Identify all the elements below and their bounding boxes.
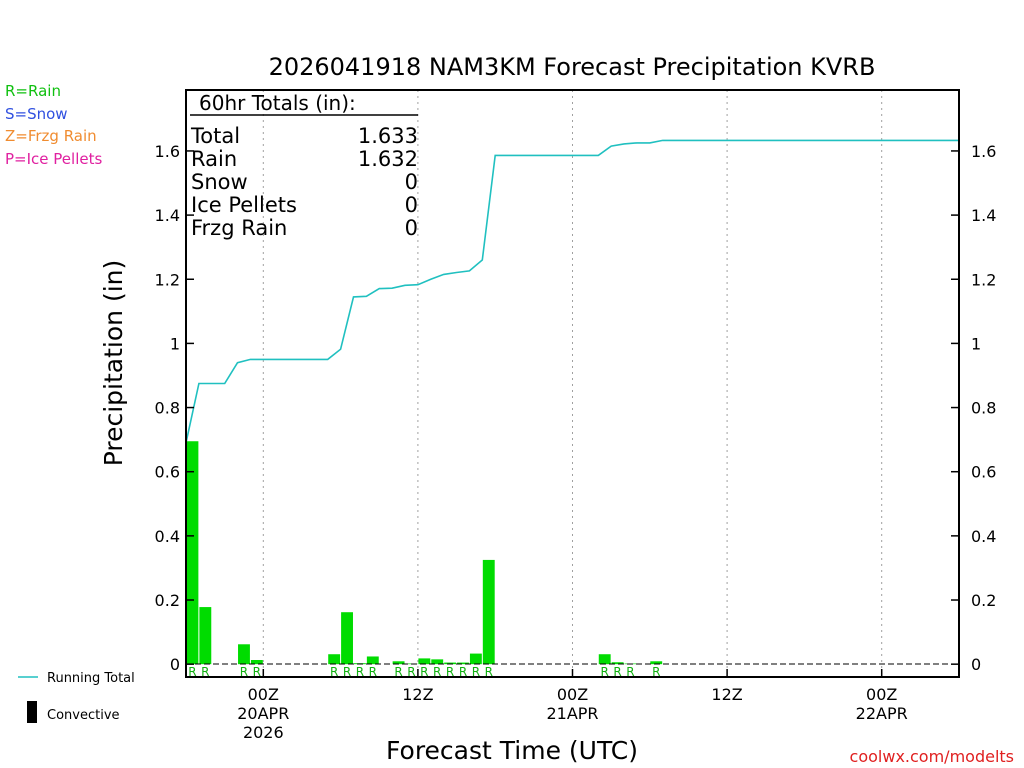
legend-frzg-rain: Z=Frzg Rain bbox=[5, 127, 97, 145]
y-tick-label-left-6: 1.2 bbox=[155, 270, 180, 289]
x-tick-label-2-1: 21APR bbox=[546, 704, 598, 723]
x-axis-label: Forecast Time (UTC) bbox=[386, 736, 638, 765]
legend-ice-pellets: P=Ice Pellets bbox=[5, 150, 102, 168]
y-tick-label-right-6: 1.2 bbox=[971, 270, 996, 289]
precip-type-label-14: R bbox=[472, 665, 480, 679]
y-tick-label-right-5: 1 bbox=[971, 334, 981, 353]
grid-lines bbox=[262, 90, 883, 677]
precip-bar-3 bbox=[250, 659, 263, 665]
y-axis-left: 0 0.2 0.4 0.6 0.8 1 1.2 1.4 1.6 bbox=[155, 142, 194, 674]
precip-type-label-10: R bbox=[420, 665, 428, 679]
type-legend: R=Rain S=Snow Z=Frzg Rain P=Ice Pellets bbox=[5, 82, 102, 168]
precip-bar-0 bbox=[186, 441, 199, 665]
convective-legend-swatch bbox=[27, 701, 37, 723]
precip-type-label-4: R bbox=[330, 665, 338, 679]
precip-type-label-19: R bbox=[652, 665, 660, 679]
precip-type-label-1: R bbox=[201, 665, 209, 679]
totals-value-snow: 0 bbox=[405, 170, 418, 194]
y-tick-label-right-1: 0.2 bbox=[971, 591, 996, 610]
x-tick-label-0-0: 00Z bbox=[248, 685, 279, 704]
precip-bar-5 bbox=[341, 612, 353, 665]
precip-type-label-11: R bbox=[433, 665, 441, 679]
y-tick-label-left-1: 0.2 bbox=[155, 591, 180, 610]
y-tick-label-left-3: 0.6 bbox=[155, 463, 180, 482]
totals-heading: 60hr Totals (in): bbox=[199, 91, 356, 115]
y-tick-label-right-3: 0.6 bbox=[971, 463, 996, 482]
precip-bar-1 bbox=[199, 607, 212, 665]
precip-type-label-16: R bbox=[601, 665, 609, 679]
y-tick-label-right-8: 1.6 bbox=[971, 142, 996, 161]
y-tick-label-right-2: 0.4 bbox=[971, 527, 996, 546]
running-total-line bbox=[185, 139, 959, 443]
x-tick-label-4-0: 00Z bbox=[866, 685, 897, 704]
y-axis-right: 0 0.2 0.4 0.6 0.8 1 1.2 1.4 1.6 bbox=[951, 142, 996, 674]
totals-value-total: 1.633 bbox=[358, 124, 418, 148]
precip-bar-11 bbox=[431, 659, 444, 665]
bar-series bbox=[186, 441, 663, 665]
x-tick-label-2-0: 00Z bbox=[557, 685, 588, 704]
y-tick-label-left-2: 0.4 bbox=[155, 527, 180, 546]
running-total-legend-label: Running Total bbox=[47, 671, 135, 686]
precip-type-label-17: R bbox=[613, 665, 621, 679]
precip-bar-12 bbox=[444, 662, 457, 665]
precip-bar-15 bbox=[482, 559, 495, 665]
precip-bar-7 bbox=[366, 656, 379, 665]
precip-bar-4 bbox=[328, 654, 341, 665]
y-tick-label-right-7: 1.4 bbox=[971, 206, 996, 225]
totals-label-rain: Rain bbox=[191, 147, 237, 171]
legend-snow: S=Snow bbox=[5, 105, 68, 123]
convective-legend-label: Convective bbox=[47, 708, 120, 723]
x-tick-label-1-0: 12Z bbox=[402, 685, 433, 704]
chart-title: 2026041918 NAM3KM Forecast Precipitation… bbox=[269, 53, 876, 81]
precip-type-label-8: R bbox=[394, 665, 402, 679]
totals-label-snow: Snow bbox=[191, 170, 248, 194]
precip-bar-8 bbox=[392, 661, 405, 665]
totals-box: 60hr Totals (in): Total 1.633 Rain 1.632… bbox=[190, 91, 418, 240]
totals-value-frzg-rain: 0 bbox=[405, 216, 418, 240]
totals-label-ice-pellets: Ice Pellets bbox=[191, 193, 297, 217]
precip-type-label-9: R bbox=[407, 665, 415, 679]
precip-type-label-7: R bbox=[369, 665, 377, 679]
precip-bar-17 bbox=[611, 662, 624, 665]
y-tick-label-left-0: 0 bbox=[170, 655, 180, 674]
x-tick-label-4-1: 22APR bbox=[856, 704, 908, 723]
precip-type-label-12: R bbox=[446, 665, 454, 679]
totals-label-frzg-rain: Frzg Rain bbox=[191, 216, 287, 240]
y-tick-label-right-4: 0.8 bbox=[971, 399, 996, 418]
precip-type-label-0: R bbox=[188, 665, 196, 679]
series-legend: Running Total Convective bbox=[18, 671, 135, 723]
totals-label-total: Total bbox=[190, 124, 240, 148]
precip-bar-14 bbox=[469, 653, 482, 665]
precip-type-label-6: R bbox=[356, 665, 364, 679]
y-tick-label-left-7: 1.4 bbox=[155, 206, 180, 225]
y-tick-label-left-4: 0.8 bbox=[155, 399, 180, 418]
precip-type-label-5: R bbox=[343, 665, 351, 679]
totals-value-ice-pellets: 0 bbox=[405, 193, 418, 217]
precip-type-label-13: R bbox=[459, 665, 467, 679]
y-tick-label-right-0: 0 bbox=[971, 655, 981, 674]
precip-type-label-18: R bbox=[626, 665, 634, 679]
precip-bar-2 bbox=[238, 644, 250, 665]
x-tick-label-0-2: 2026 bbox=[243, 723, 284, 742]
precip-bar-13 bbox=[457, 662, 469, 665]
x-tick-label-3-0: 12Z bbox=[711, 685, 742, 704]
y-tick-label-left-5: 1 bbox=[170, 334, 180, 353]
precip-bar-19 bbox=[650, 661, 663, 665]
credit-text: coolwx.com/modelts bbox=[850, 747, 1014, 766]
precip-type-label-3: R bbox=[253, 665, 261, 679]
precip-bar-10 bbox=[418, 658, 431, 665]
x-tick-label-0-1: 20APR bbox=[237, 704, 289, 723]
precip-type-label-15: R bbox=[485, 665, 493, 679]
legend-rain: R=Rain bbox=[5, 82, 61, 100]
y-axis-label: Precipitation (in) bbox=[99, 260, 128, 467]
precip-type-label-2: R bbox=[240, 665, 248, 679]
y-tick-label-left-8: 1.6 bbox=[155, 142, 180, 161]
precip-bar-16 bbox=[598, 654, 611, 665]
totals-value-rain: 1.632 bbox=[358, 147, 418, 171]
